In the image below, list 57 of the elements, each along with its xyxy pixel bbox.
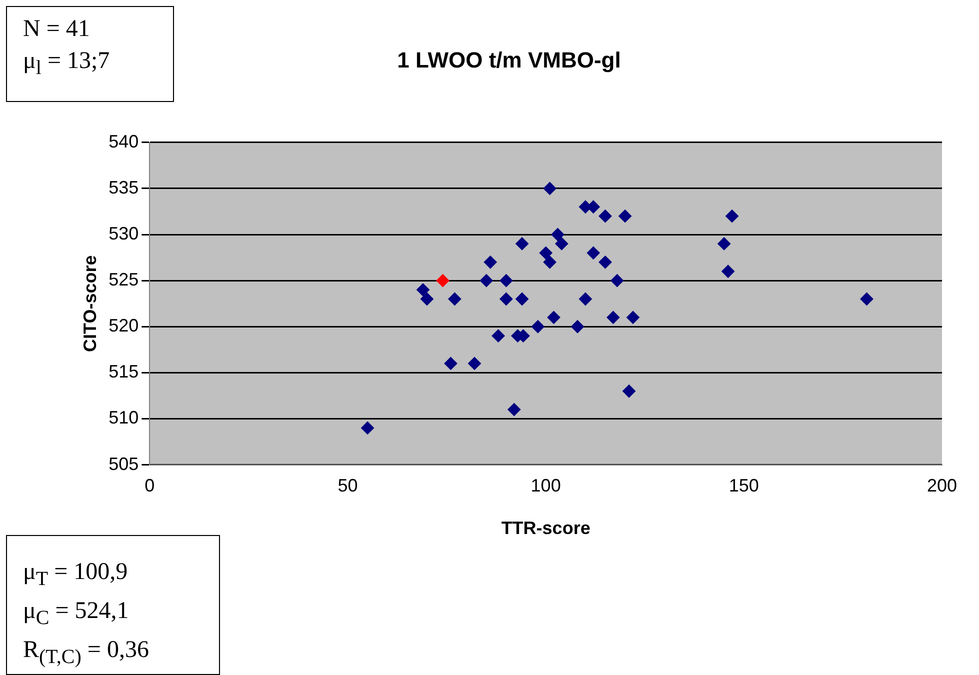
point	[500, 292, 513, 306]
x-tick-label: 0	[144, 476, 155, 496]
y-tick-label: 525	[108, 270, 139, 290]
point	[508, 403, 521, 416]
point	[578, 292, 592, 306]
y-axis-title: CITO-score	[80, 255, 100, 352]
point	[480, 274, 493, 288]
point	[516, 292, 529, 306]
point	[618, 210, 632, 223]
point	[718, 237, 731, 250]
point	[598, 210, 612, 223]
point	[726, 210, 739, 223]
point	[551, 228, 564, 242]
point	[622, 384, 636, 398]
point	[416, 283, 430, 296]
x-tick-label: 100	[530, 476, 561, 496]
y-tick-label: 540	[108, 131, 139, 152]
text: μ$_{l}$ = 13;7	[23, 47, 111, 81]
y-tick-label: 510	[108, 408, 139, 428]
y-tick-label: 535	[108, 177, 139, 198]
point	[860, 292, 874, 306]
point	[547, 310, 560, 324]
point	[531, 320, 544, 334]
text: N = 41	[23, 15, 91, 44]
point	[484, 256, 497, 269]
point	[598, 256, 612, 269]
point	[571, 320, 584, 334]
point	[468, 356, 482, 370]
x-tick-label: 50	[338, 476, 358, 496]
point	[539, 246, 552, 260]
point	[516, 237, 529, 250]
point	[606, 310, 620, 324]
point	[436, 274, 450, 288]
point	[722, 264, 735, 278]
x-tick-label: 200	[926, 476, 958, 496]
text: R$_{(T,C)}$ = 0,36	[23, 636, 150, 670]
x-axis-title: TTR-score	[501, 518, 590, 538]
point	[500, 274, 513, 288]
y-tick-label: 515	[108, 362, 139, 382]
point	[543, 256, 556, 269]
y-tick-label: 520	[108, 316, 139, 336]
text: μ$_{C}$ = 524,1	[23, 596, 130, 631]
chart-title: 1 LWOO t/m VMBO-gl	[397, 47, 621, 72]
point	[448, 292, 462, 306]
text: μ$_{T}$ = 100,9	[23, 558, 129, 592]
point	[610, 274, 624, 288]
point	[420, 292, 434, 306]
y-tick-label: 530	[108, 223, 139, 244]
point	[586, 246, 600, 260]
point	[444, 356, 458, 370]
point	[555, 237, 568, 250]
y-tick-label: 505	[108, 454, 139, 474]
point	[361, 421, 374, 434]
point	[543, 182, 556, 195]
point	[492, 329, 505, 342]
x-tick-label: 150	[728, 476, 759, 496]
point	[626, 310, 640, 324]
